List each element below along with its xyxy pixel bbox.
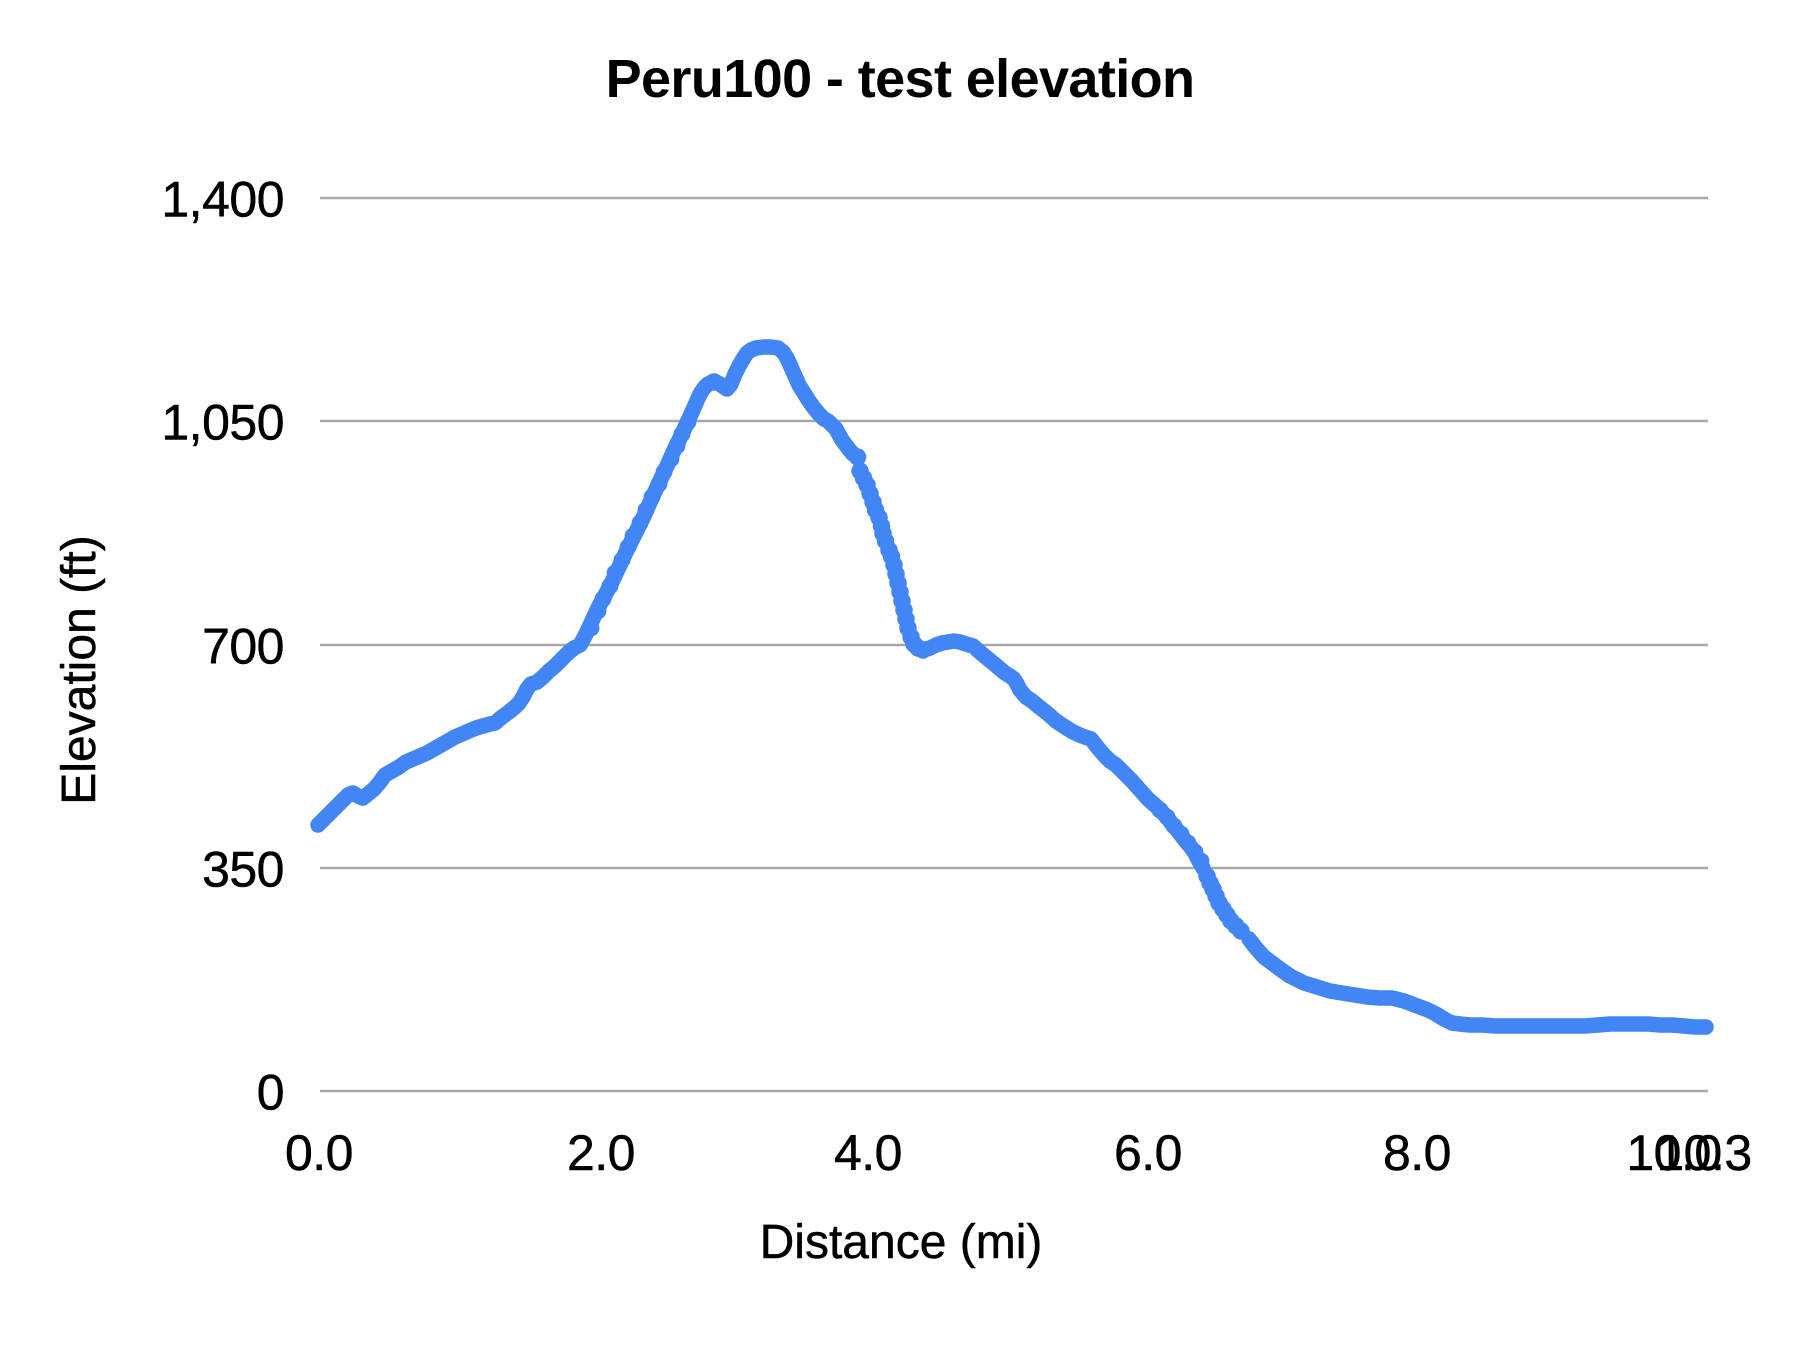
svg-text:1,400: 1,400: [161, 172, 284, 228]
svg-text:Peru100 - test elevation: Peru100 - test elevation: [606, 49, 1195, 109]
svg-text:2.0: 2.0: [567, 1125, 635, 1181]
svg-text:0.0: 0.0: [285, 1125, 353, 1181]
svg-text:10.0: 10.0: [1626, 1125, 1721, 1181]
svg-text:4.0: 4.0: [834, 1125, 902, 1181]
svg-text:1,050: 1,050: [161, 395, 284, 451]
svg-text:700: 700: [202, 619, 284, 675]
svg-text:6.0: 6.0: [1114, 1125, 1182, 1181]
svg-text:0: 0: [257, 1065, 284, 1121]
svg-text:10.3: 10.3: [1656, 1125, 1751, 1181]
svg-text:350: 350: [202, 842, 284, 898]
svg-text:Distance (mi): Distance (mi): [760, 1216, 1043, 1269]
svg-text:8.0: 8.0: [1383, 1125, 1451, 1181]
svg-text:Elevation (ft): Elevation (ft): [53, 535, 106, 804]
